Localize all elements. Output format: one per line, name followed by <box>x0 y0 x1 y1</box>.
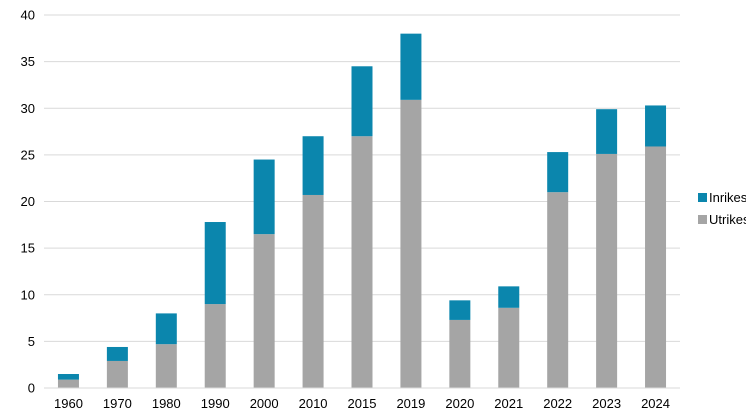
y-tick-label: 5 <box>28 334 35 349</box>
bar-utrikes-2022 <box>547 192 569 388</box>
legend-swatch-inrikes <box>698 193 707 202</box>
y-tick-label: 20 <box>21 194 35 209</box>
bar-inrikes-2022 <box>547 152 569 193</box>
x-tick-label: 2015 <box>348 396 377 411</box>
bar-utrikes-2019 <box>400 99 422 389</box>
legend: Inrikes Utrikes <box>698 190 746 227</box>
y-tick-label: 10 <box>21 287 35 302</box>
legend-swatch-utrikes <box>698 215 707 224</box>
bar-inrikes-2000 <box>253 159 275 235</box>
axes: 0 5 10 15 20 25 30 35 40 1960 1970 1980 1990 2000 2010… <box>21 8 680 411</box>
bar-utrikes-1980 <box>155 344 177 388</box>
bar-utrikes-1960 <box>57 379 79 388</box>
bar-utrikes-1970 <box>106 360 128 388</box>
bar-inrikes-2021 <box>498 286 520 308</box>
x-tick-label: 1960 <box>54 396 83 411</box>
bar-utrikes-2000 <box>253 234 275 388</box>
x-tick-label: 2020 <box>445 396 474 411</box>
bar-inrikes-1990 <box>204 222 226 305</box>
bar-inrikes-2020 <box>449 300 471 320</box>
legend-label-utrikes: Utrikes <box>709 212 746 227</box>
y-tick-label: 35 <box>21 54 35 69</box>
bar-inrikes-1980 <box>155 313 177 345</box>
legend-label-inrikes: Inrikes <box>709 190 746 205</box>
x-tick-label: 2023 <box>592 396 621 411</box>
x-tick-label: 1970 <box>103 396 132 411</box>
bar-inrikes-2024 <box>645 105 667 147</box>
x-tick-label: 2010 <box>299 396 328 411</box>
bar-utrikes-2020 <box>449 319 471 388</box>
y-tick-label: 40 <box>21 8 35 23</box>
x-tick-label: 1980 <box>152 396 181 411</box>
y-tick-label: 0 <box>28 381 35 396</box>
bar-utrikes-2021 <box>498 307 520 388</box>
bar-inrikes-1960 <box>57 374 79 380</box>
bar-inrikes-2010 <box>302 136 324 195</box>
bar-inrikes-1970 <box>106 346 128 361</box>
bar-utrikes-2015 <box>351 136 373 388</box>
bar-inrikes-2015 <box>351 66 373 137</box>
y-tick-label: 30 <box>21 101 35 116</box>
bar-inrikes-2019 <box>400 33 422 100</box>
bars <box>57 33 667 389</box>
bar-utrikes-2024 <box>645 146 667 388</box>
x-tick-label: 2021 <box>494 396 523 411</box>
x-tick-label: 1990 <box>201 396 230 411</box>
x-tick-label: 2019 <box>396 396 425 411</box>
bar-utrikes-2010 <box>302 194 324 388</box>
bar-utrikes-1990 <box>204 304 226 388</box>
y-tick-label: 15 <box>21 241 35 256</box>
x-tick-label: 2022 <box>543 396 572 411</box>
x-tick-label: 2000 <box>250 396 279 411</box>
y-tick-label: 25 <box>21 147 35 162</box>
bar-inrikes-2023 <box>596 109 618 154</box>
bar-utrikes-2023 <box>596 153 618 388</box>
x-tick-label: 2024 <box>641 396 670 411</box>
